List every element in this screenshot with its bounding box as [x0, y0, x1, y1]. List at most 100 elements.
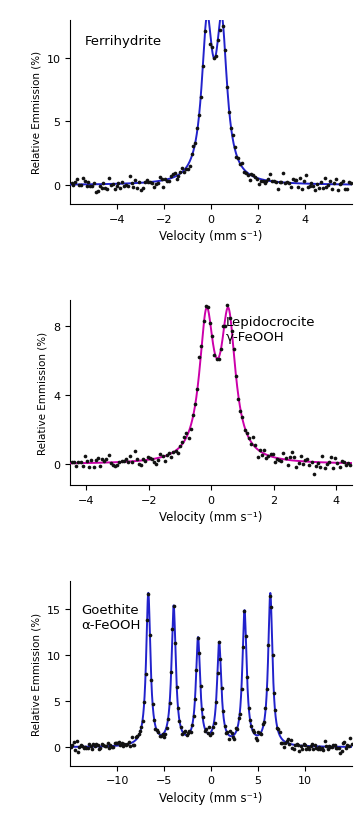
Point — [108, 179, 114, 192]
Point — [114, 180, 119, 193]
Point — [323, 740, 329, 753]
Point — [342, 183, 348, 197]
Point — [279, 176, 284, 189]
Point — [207, 317, 213, 330]
Point — [80, 459, 86, 473]
Point — [150, 698, 156, 711]
Point — [257, 444, 263, 457]
Point — [110, 740, 116, 753]
Point — [322, 172, 327, 185]
Point — [298, 450, 304, 464]
Point — [292, 739, 298, 752]
Point — [214, 353, 219, 366]
Point — [130, 739, 136, 752]
Point — [123, 739, 129, 752]
Point — [153, 722, 158, 735]
Point — [337, 178, 343, 191]
Point — [313, 459, 319, 473]
Point — [329, 183, 335, 197]
Point — [335, 457, 340, 470]
Point — [99, 738, 105, 751]
Point — [140, 714, 146, 727]
Point — [212, 717, 218, 730]
Point — [297, 172, 303, 185]
Point — [343, 459, 349, 473]
Point — [314, 178, 320, 191]
Point — [113, 737, 119, 750]
Point — [228, 123, 234, 136]
Point — [200, 60, 206, 73]
Point — [302, 454, 308, 467]
Point — [145, 451, 151, 464]
Point — [213, 50, 219, 63]
Point — [164, 175, 170, 188]
Point — [274, 721, 280, 734]
Point — [272, 456, 278, 469]
Point — [156, 726, 161, 739]
Point — [116, 178, 121, 191]
Point — [151, 182, 157, 195]
Point — [292, 174, 297, 188]
Y-axis label: Relative Emmission (%): Relative Emmission (%) — [31, 612, 41, 735]
Point — [114, 459, 120, 473]
Point — [95, 452, 101, 465]
Point — [117, 739, 123, 752]
Point — [174, 174, 179, 187]
Point — [306, 459, 312, 473]
Point — [293, 174, 299, 188]
Point — [244, 671, 250, 684]
Point — [241, 166, 247, 179]
Text: Ferrihydrite: Ferrihydrite — [84, 35, 162, 48]
Point — [321, 744, 326, 757]
Point — [236, 712, 242, 725]
Point — [275, 183, 280, 197]
Point — [285, 733, 291, 746]
Point — [233, 722, 239, 735]
Point — [201, 710, 206, 723]
Point — [231, 733, 237, 746]
Point — [114, 737, 120, 750]
Point — [344, 739, 350, 752]
Point — [190, 410, 196, 423]
Point — [151, 714, 157, 727]
Point — [216, 353, 222, 366]
Point — [69, 177, 74, 190]
Point — [261, 444, 267, 457]
Point — [238, 405, 243, 419]
Point — [108, 738, 113, 751]
Point — [106, 449, 112, 462]
Point — [187, 161, 192, 174]
Point — [86, 738, 92, 751]
Point — [340, 175, 346, 188]
Point — [70, 179, 76, 192]
Point — [172, 637, 178, 650]
Point — [240, 640, 246, 654]
Point — [79, 740, 85, 753]
Point — [186, 432, 191, 445]
Point — [304, 453, 310, 466]
Point — [85, 742, 91, 755]
Point — [254, 733, 260, 746]
Point — [248, 438, 254, 451]
Point — [157, 448, 163, 461]
Point — [312, 184, 318, 197]
Point — [188, 725, 193, 738]
Point — [142, 176, 148, 189]
Point — [320, 182, 326, 195]
Point — [129, 178, 134, 191]
Point — [194, 383, 200, 396]
Point — [268, 168, 273, 181]
Point — [191, 710, 196, 723]
Point — [97, 741, 103, 754]
Point — [211, 52, 217, 66]
Point — [182, 724, 188, 737]
Point — [177, 166, 183, 179]
Point — [251, 725, 257, 738]
Point — [282, 736, 288, 749]
Point — [231, 343, 237, 356]
Point — [212, 349, 217, 362]
Point — [95, 185, 101, 198]
Point — [268, 601, 274, 614]
Point — [253, 731, 258, 744]
Point — [213, 695, 219, 708]
